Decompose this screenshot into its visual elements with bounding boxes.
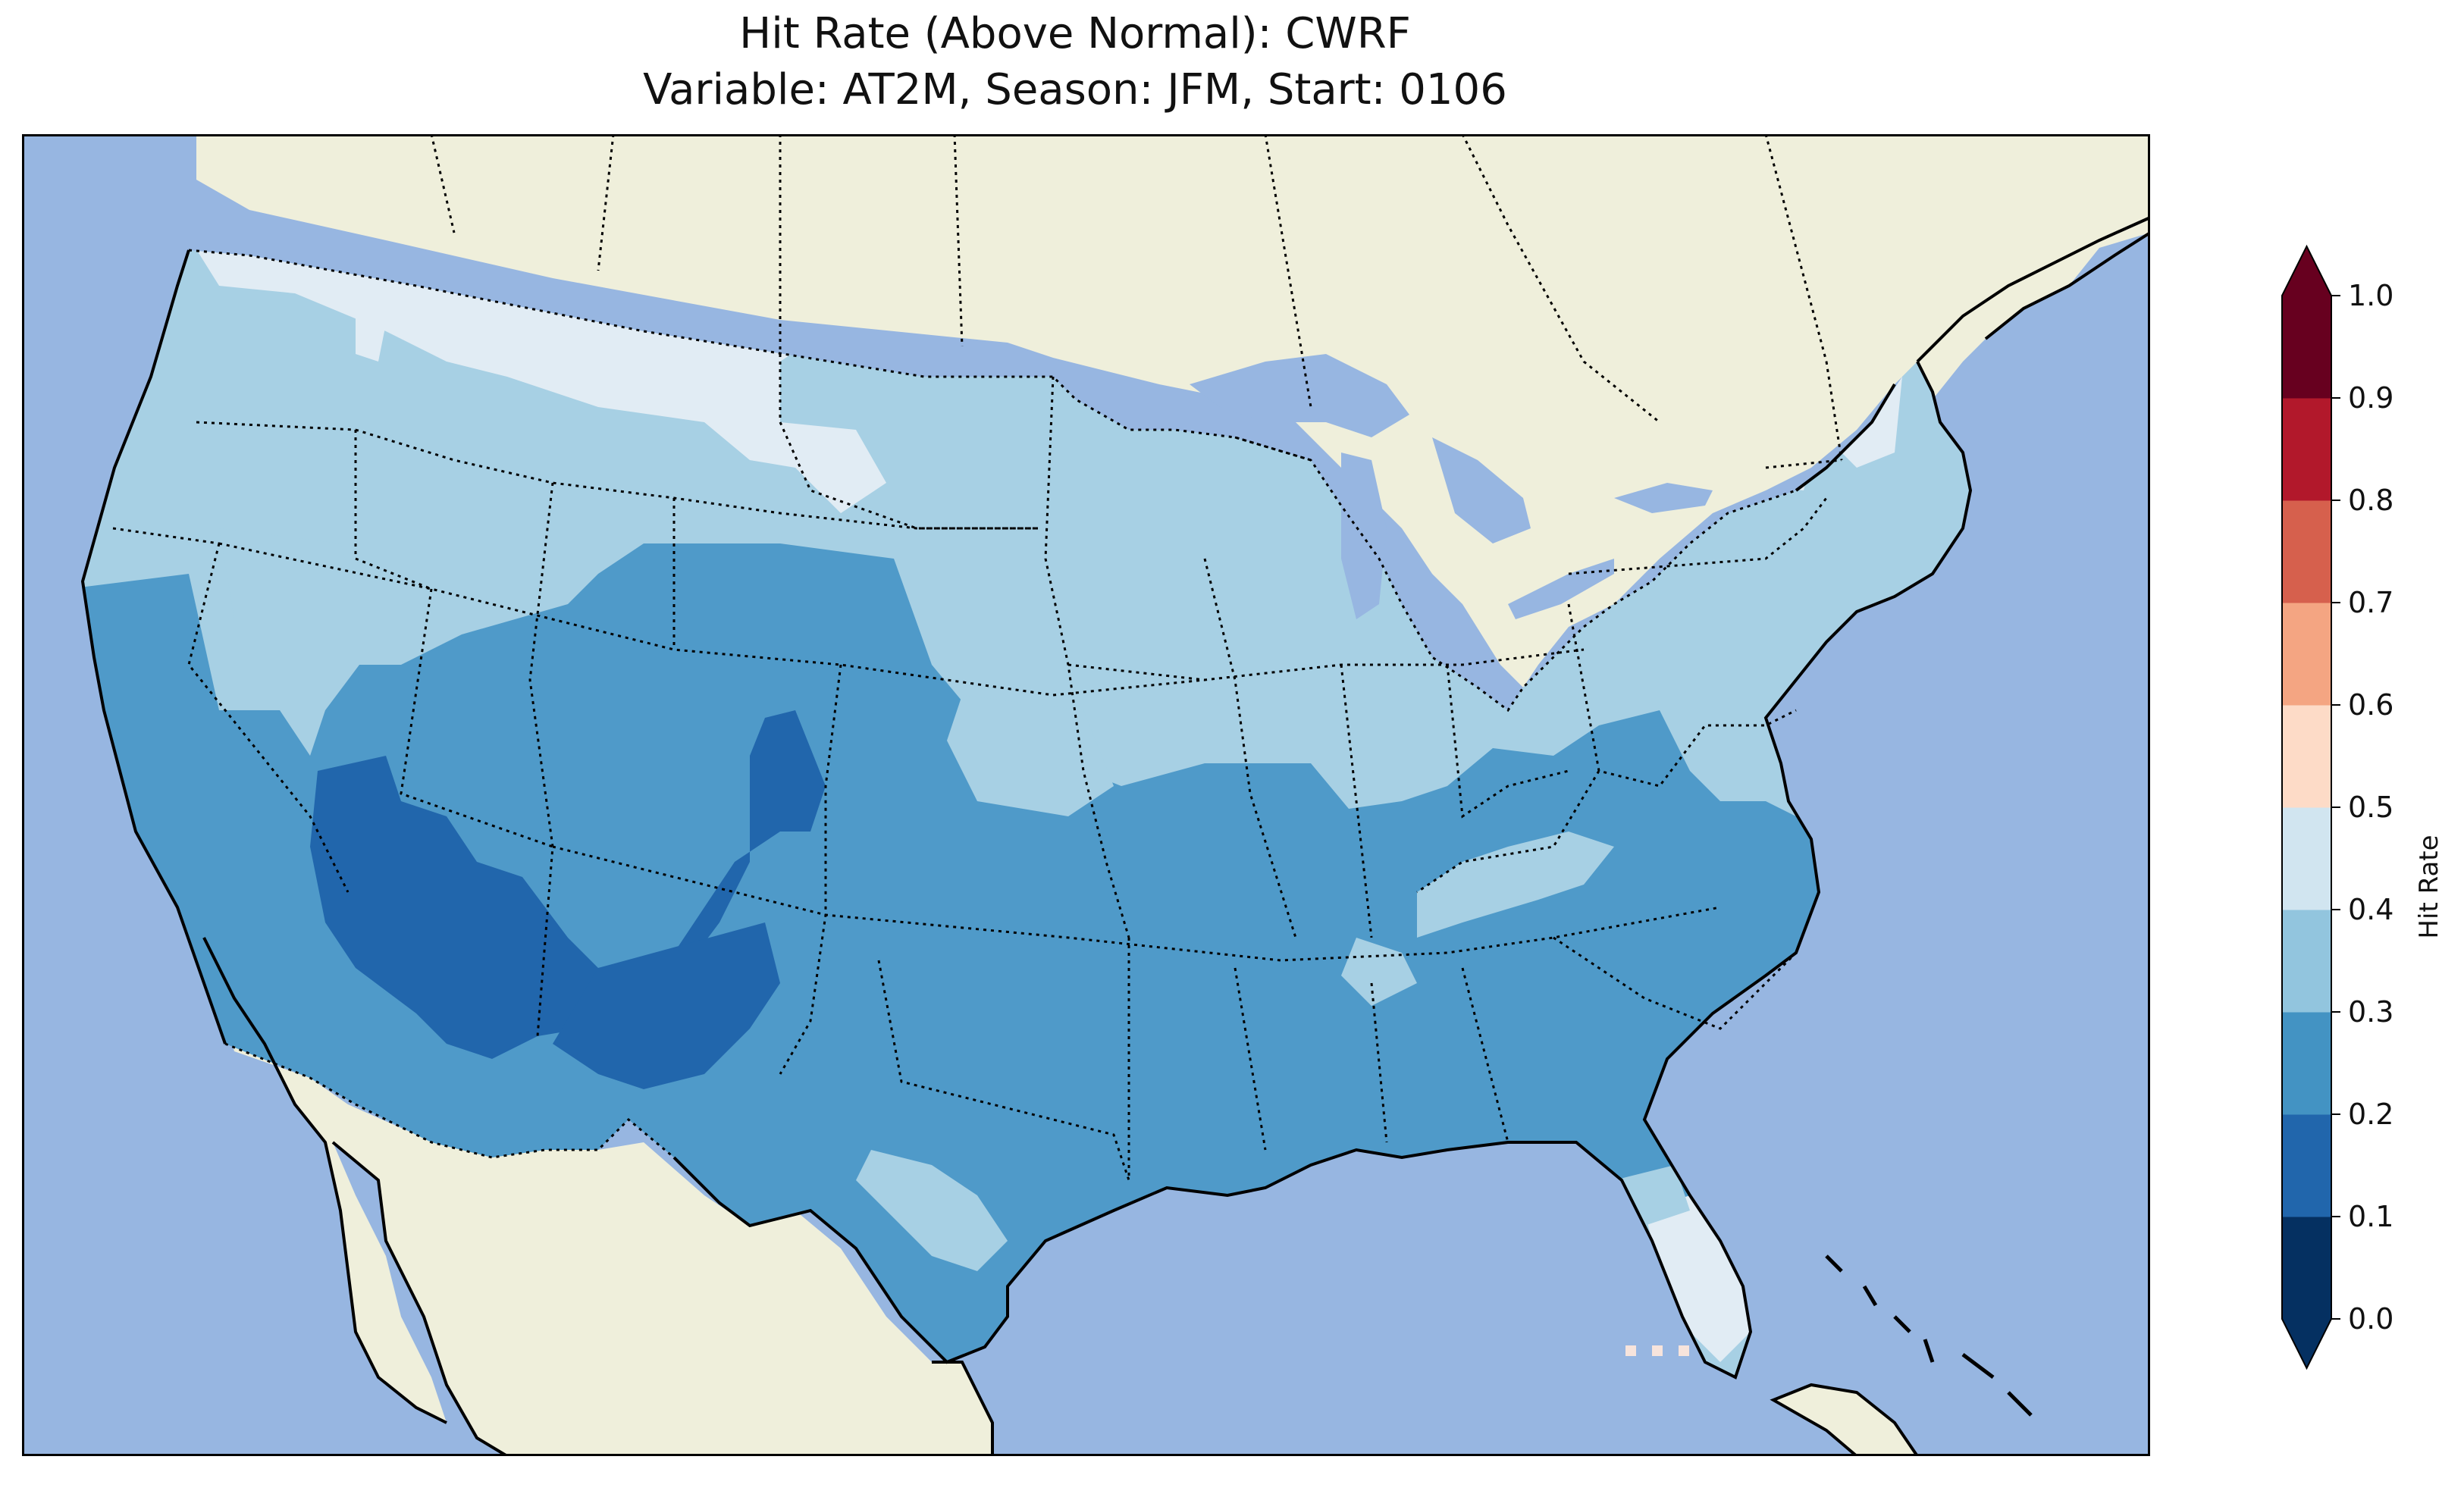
region-0.3-0.4-ks-ok [947,695,1114,816]
region-0.3-0.4-southeast-patch [1341,938,1417,1006]
colorbar-swatch [2282,1012,2331,1115]
region-0.3-0.4-nevada [219,528,371,710]
keys-speck-1 [1625,1345,1636,1356]
lake-huron [1432,437,1531,543]
province-borders [430,134,1828,424]
colorbar-tick-label: 0.1 [2348,1200,2393,1233]
bahamas-islands [1825,1254,2033,1417]
map-frame [22,134,2150,1456]
colorbar-tick-label: 0.8 [2348,484,2393,517]
colorbar-tick-label: 0.6 [2348,688,2393,722]
region-0.3-0.4-texas-south [856,1150,1008,1271]
map-panel [22,134,2150,1456]
colorbar-tick-label: 1.0 [2348,279,2393,312]
region-0.4-0.5-nw-patch [356,309,386,362]
colorbar-swatch [2282,603,2331,706]
canada-land [196,134,2150,687]
state-borders [112,316,1843,1181]
lake-ontario [1614,483,1713,513]
colorbar-under-extension [2282,1319,2331,1368]
mexico-land [204,938,992,1456]
keys-speck-3 [1679,1345,1689,1356]
colorbar-swatch [2282,398,2331,501]
colorbar-swatch [2282,500,2331,603]
colorbar-tick-label: 0.9 [2348,381,2393,415]
colorbar-swatch [2282,1114,2331,1217]
lake-michigan [1341,453,1387,619]
keys-speck-2 [1652,1345,1663,1356]
colorbar-label: Hit Rate [2414,835,2444,938]
colorbar-swatch [2282,910,2331,1013]
colorbar-tick-label: 0.3 [2348,995,2393,1029]
colorbar-over-extension [2282,246,2331,296]
region-0.1-0.2-new-mexico [553,922,780,1089]
mexico-coastline [202,937,994,1456]
region-0.3-0.4-tn-ky-band [1417,832,1614,938]
us-canada-border [188,249,1797,713]
chart-subtitle: Variable: AT2M, Season: JFM, Start: 0106 [643,65,1507,114]
region-0.3-0.4-florida-north [1614,1165,1690,1226]
colorbar-swatch [2282,807,2331,910]
us-mexico-border [224,1042,675,1159]
region-0.1-0.2-four-corners [310,710,826,1059]
colorbar-swatch [2282,1217,2331,1320]
us-coastline [80,249,1973,1380]
lake-erie [1508,559,1614,619]
cuba-island [1770,1383,1920,1456]
colorbar-tick-label: 0.5 [2348,791,2393,824]
colorbar-swatch [2282,705,2331,808]
colorbar-tick-label: 0.2 [2348,1098,2393,1131]
chart-title: Hit Rate (Above Normal): CWRF [739,9,1411,58]
region-0.4-0.5-florida [1644,1195,1751,1362]
colorbar-tick-label: 0.0 [2348,1302,2393,1336]
colorbar-tick-label: 0.4 [2348,893,2393,926]
colorbar: 0.0 0.1 0.2 0.3 0.4 0.5 0.6 0.7 0.8 0.9 1.0 Hit Ra… [2281,244,2444,1370]
lake-superior [1190,354,1409,437]
colorbar-tick-label: 0.7 [2348,586,2393,619]
canada-coastline [1795,216,2150,492]
colorbar-swatch [2282,296,2331,399]
